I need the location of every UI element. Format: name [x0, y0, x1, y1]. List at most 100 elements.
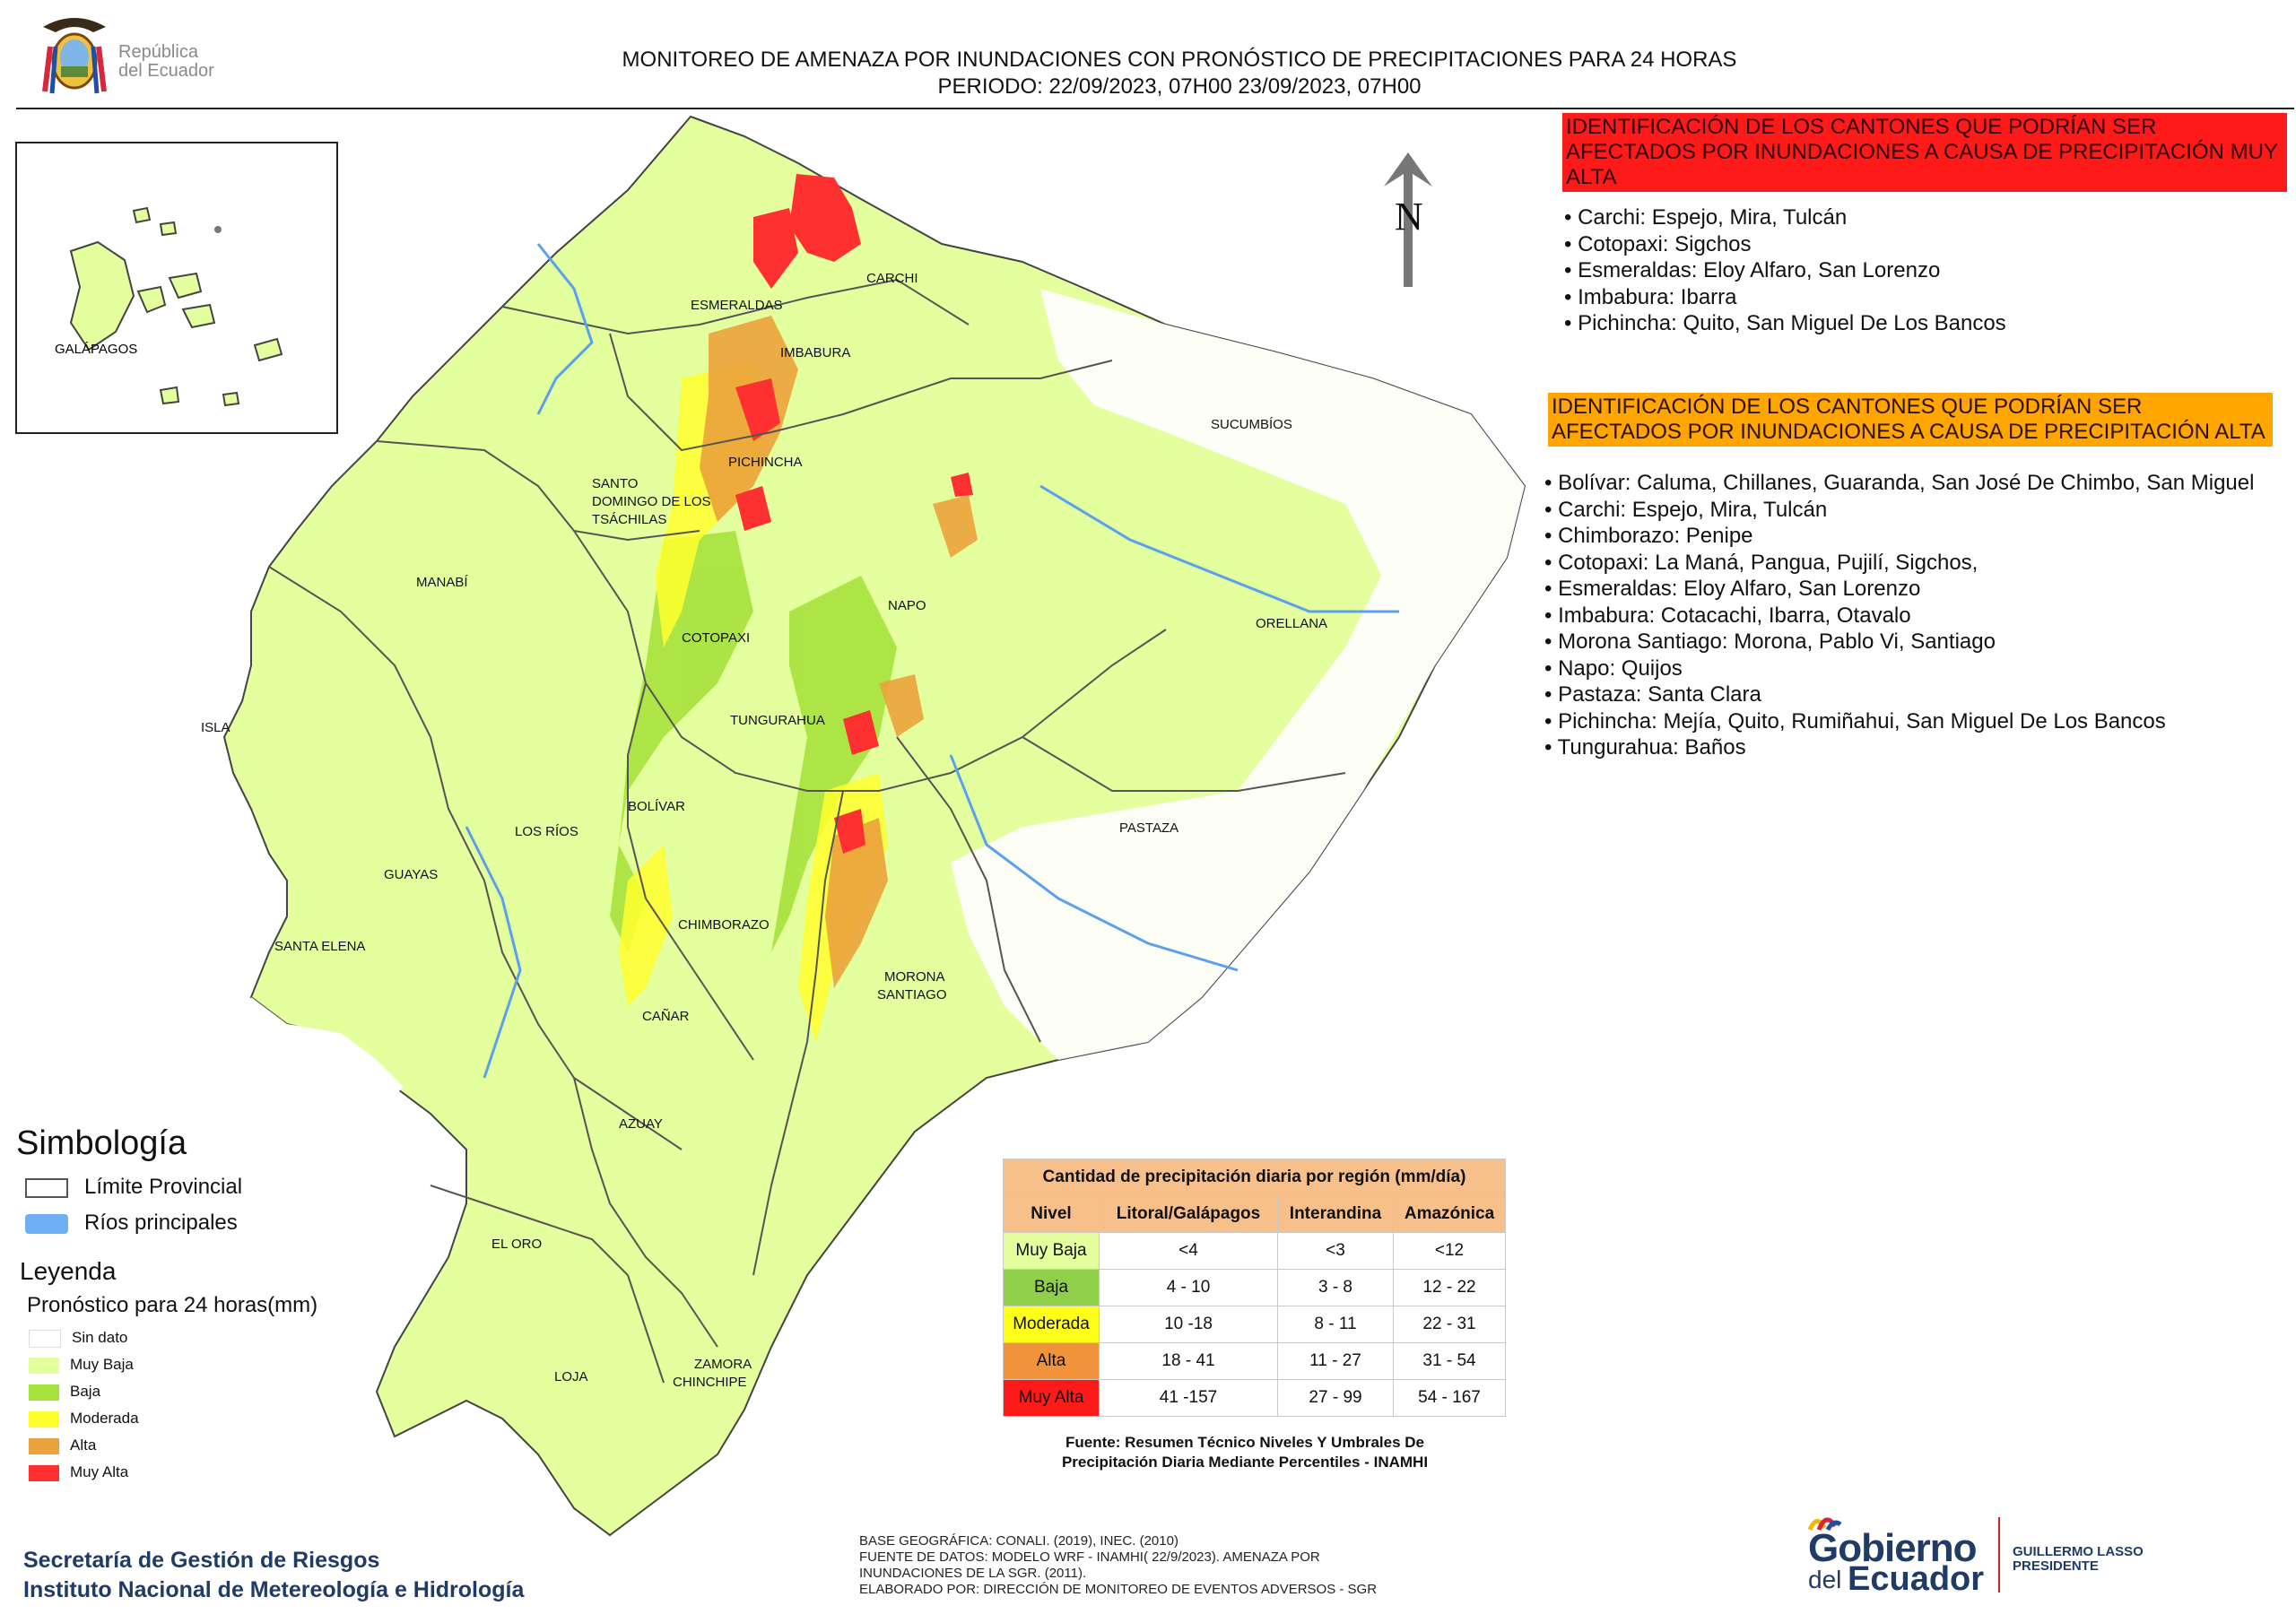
table-caption: Cantidad de precipitación diaria por reg…	[1003, 1159, 1506, 1196]
rios-swatch	[25, 1213, 68, 1234]
label-bolivar: BOLÍVAR	[628, 799, 685, 814]
table-row: Baja 4 - 10 3 - 8 12 - 22	[1003, 1269, 1506, 1306]
list-item: • Esmeraldas: Eloy Alfaro, San Lorenzo	[1544, 577, 1921, 601]
table-header: Amazónica	[1393, 1195, 1506, 1233]
legend-item: Alta	[29, 1436, 96, 1454]
leyenda-title: Leyenda	[20, 1257, 117, 1285]
precipitation-table: Cantidad de precipitación diaria por reg…	[1003, 1159, 1506, 1417]
table-cell: 10 -18	[1099, 1306, 1278, 1343]
table-cell: 8 - 11	[1277, 1306, 1394, 1343]
table-header: Nivel	[1003, 1195, 1100, 1233]
list-item: • Carchi: Espejo, Mira, Tulcán	[1544, 497, 1828, 522]
gobierno-ecuador-logo: Gobierno del Ecuador GUILLERMO LASSO PRE…	[1799, 1510, 2158, 1600]
list-item: • Bolívar: Caluma, Chillanes, Guaranda, …	[1544, 471, 2255, 495]
table-cell: 12 - 22	[1393, 1269, 1506, 1306]
ecuador-flood-map: ESMERALDAS CARCHI IMBABURA SUCUMBÍOS PIC…	[201, 115, 1526, 1537]
label-canar: CAÑAR	[642, 1009, 690, 1024]
label-zamora-1: ZAMORA	[694, 1357, 752, 1372]
nivel-cell: Moderada	[1003, 1306, 1100, 1343]
table-header: Interandina	[1277, 1195, 1394, 1233]
table-cell: <12	[1393, 1232, 1506, 1270]
gobierno-mark-icon	[1807, 1517, 1842, 1532]
label-sucumbios: SUCUMBÍOS	[1211, 417, 1292, 432]
baja-zones	[610, 531, 897, 952]
list-item: • Pastaza: Santa Clara	[1544, 682, 1761, 707]
label-tungurahua: TUNGURAHUA	[730, 713, 825, 728]
label-imbabura: IMBABURA	[780, 345, 850, 360]
muy-alta-header: IDENTIFICACIÓN DE LOS CANTONES QUE PODRÍ…	[1562, 113, 2287, 192]
label-morona-2: SANTIAGO	[877, 987, 947, 1002]
list-item: • Morona Santiago: Morona, Pablo Vi, San…	[1544, 629, 1996, 654]
label-azuay: AZUAY	[619, 1116, 663, 1132]
page-title: MONITOREO DE AMENAZA POR INUNDACIONES CO…	[622, 48, 1737, 99]
table-cell: 3 - 8	[1277, 1269, 1394, 1306]
institution-names: Secretaría de Gestión de Riesgos Institu…	[23, 1548, 525, 1602]
legend-item: Sin dato	[29, 1329, 127, 1348]
label-chimborazo: CHIMBORAZO	[678, 917, 770, 933]
table-cell: <3	[1277, 1232, 1394, 1270]
list-item: • Chimborazo: Penipe	[1544, 524, 1753, 548]
label-cotopaxi: COTOPAXI	[682, 630, 750, 646]
nivel-cell: Muy Alta	[1003, 1379, 1100, 1417]
label-manabi: MANABÍ	[416, 575, 468, 590]
main-rivers	[465, 243, 1399, 1079]
label-santa-elena: SANTA ELENA	[274, 939, 365, 954]
table-row: Muy Baja <4 <3 <12	[1003, 1232, 1506, 1270]
label-el-oro: EL ORO	[491, 1237, 542, 1252]
galapagos-inset-map: GALÁPAGOS	[15, 142, 338, 434]
simbologia-rios: Ríos principales	[25, 1211, 238, 1236]
list-item: • Cotopaxi: La Maná, Pangua, Pujilí, Sig…	[1544, 550, 1979, 575]
table-cell: 22 - 31	[1393, 1306, 1506, 1343]
legend-item: Baja	[29, 1383, 100, 1401]
list-item: • Esmeraldas: Eloy Alfaro, San Lorenzo	[1564, 258, 1941, 282]
table-cell: 4 - 10	[1099, 1269, 1278, 1306]
coastal-sin-dato	[251, 997, 404, 1114]
list-item: • Tungurahua: Baños	[1544, 735, 1746, 759]
label-isla: ISLA	[201, 720, 230, 735]
table-cell: 31 - 54	[1393, 1342, 1506, 1380]
label-esmeraldas: ESMERALDAS	[691, 298, 783, 313]
list-item: • Cotopaxi: Sigchos	[1564, 231, 1752, 256]
table-cell: 11 - 27	[1277, 1342, 1394, 1380]
list-item: • Pichincha: Quito, San Miguel De Los Ba…	[1564, 311, 2006, 335]
table-cell: 41 -157	[1099, 1379, 1278, 1417]
base-geografica-notes: BASE GEOGRÁFICA: CONALI. (2019), INEC. (…	[859, 1533, 1378, 1597]
legend-item: Muy Baja	[29, 1356, 134, 1374]
svg-text:N: N	[1395, 195, 1423, 239]
table-row: Moderada 10 -18 8 - 11 22 - 31	[1003, 1306, 1506, 1343]
list-item: • Napo: Quijos	[1544, 655, 1683, 681]
table-row: Alta 18 - 41 11 - 27 31 - 54	[1003, 1342, 1506, 1380]
amazon-sin-dato	[951, 289, 1525, 1060]
north-arrow-icon: N	[1384, 152, 1432, 287]
label-santo-1: SANTO	[592, 476, 638, 491]
list-item: • Carchi: Espejo, Mira, Tulcán	[1564, 205, 1848, 230]
table-cell: 27 - 99	[1277, 1379, 1394, 1417]
limite-swatch	[25, 1177, 68, 1198]
label-loja: LOJA	[554, 1369, 588, 1384]
muy-alta-zones	[735, 174, 973, 854]
table-cell: 54 - 167	[1393, 1379, 1506, 1417]
label-orellana: ORELLANA	[1256, 616, 1327, 631]
legend-swatch	[29, 1437, 59, 1454]
label-carchi: CARCHI	[866, 271, 918, 286]
provincial-boundaries	[268, 278, 1346, 1384]
alta-list: • Bolívar: Caluma, Chillanes, Guaranda, …	[1544, 470, 2280, 761]
label-santo-2: DOMINGO DE LOS	[592, 494, 711, 509]
list-item: • Imbabura: Ibarra	[1564, 284, 1737, 309]
label-los-rios: LOS RÍOS	[515, 824, 578, 839]
nivel-cell: Baja	[1003, 1269, 1100, 1306]
legend-swatch	[29, 1410, 59, 1428]
table-row: Muy Alta 41 -157 27 - 99 54 - 167	[1003, 1379, 1506, 1417]
legend-item: Moderada	[29, 1410, 139, 1428]
label-pichincha: PICHINCHA	[728, 455, 803, 470]
list-item: • Pichincha: Mejía, Quito, Rumiñahui, Sa…	[1544, 708, 2166, 733]
table-cell: 18 - 41	[1099, 1342, 1278, 1380]
table-source: Fuente: Resumen Técnico Niveles Y Umbral…	[1061, 1434, 1429, 1471]
legend-item: Muy Alta	[29, 1463, 128, 1481]
label-zamora-2: CHINCHIPE	[673, 1375, 747, 1390]
header-divider	[16, 108, 2294, 109]
leyenda-subtitle: Pronóstico para 24 horas(mm)	[27, 1293, 318, 1317]
ecuador-coat-of-arms-logo	[42, 18, 107, 94]
label-morona-1: MORONA	[884, 969, 945, 985]
label-napo: NAPO	[888, 598, 926, 613]
